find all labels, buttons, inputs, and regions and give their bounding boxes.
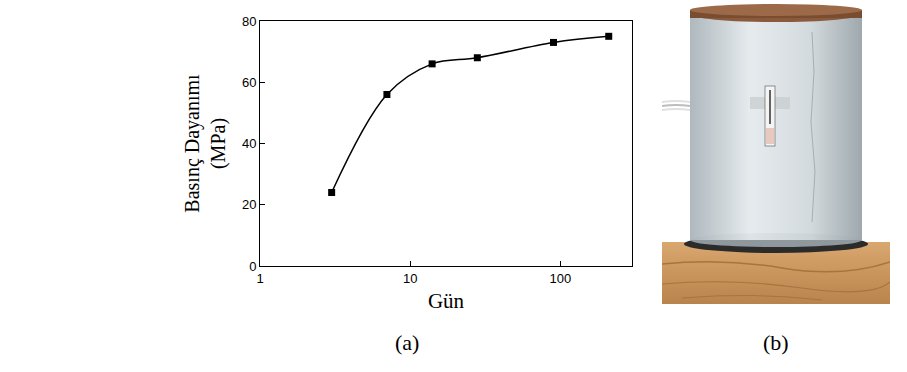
svg-text:Gün: Gün [428, 289, 465, 313]
svg-text:Basınç Dayanımı(MPa): Basınç Dayanımı(MPa) [181, 74, 230, 213]
svg-text:60: 60 [242, 75, 256, 90]
svg-text:10: 10 [403, 271, 417, 286]
html-text:(b): (b) [763, 330, 789, 355]
svg-text:100: 100 [549, 271, 571, 286]
svg-text:20: 20 [242, 197, 256, 212]
svg-text:0: 0 [249, 259, 256, 274]
svg-text:40: 40 [242, 136, 256, 151]
html-text:(a): (a) [395, 330, 420, 355]
svg-text:80: 80 [242, 14, 256, 29]
svg-text:1: 1 [256, 271, 263, 286]
